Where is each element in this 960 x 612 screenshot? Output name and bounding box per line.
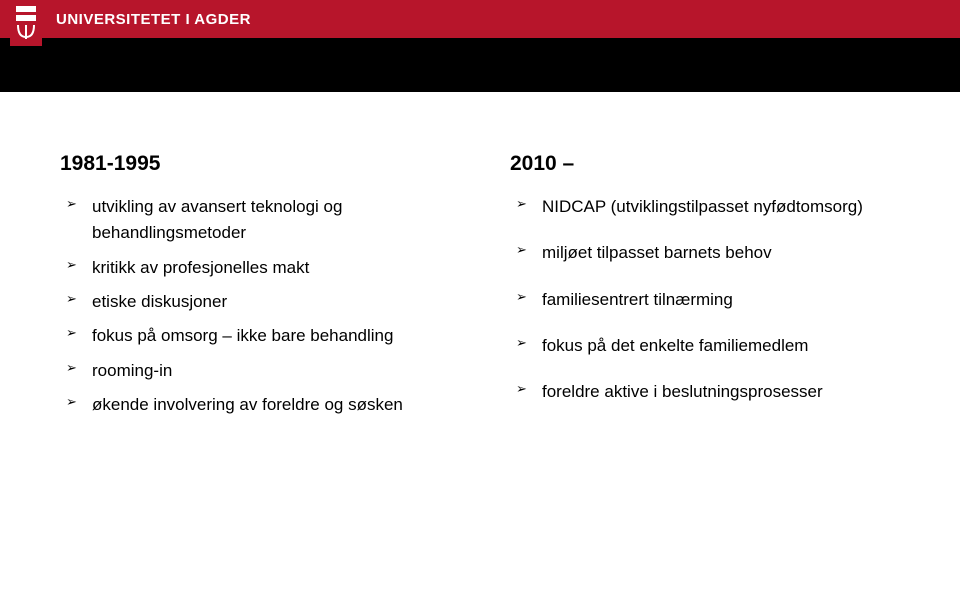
list-item: fokus på det enkelte familiemedlem xyxy=(528,333,900,359)
left-heading: 1981-1995 xyxy=(60,152,450,176)
university-name: UNIVERSITETET I AGDER xyxy=(56,11,251,28)
list-item: rooming-in xyxy=(78,358,450,384)
slide-content: 1981-1995 utvikling av avansert teknolog… xyxy=(0,92,960,426)
logo-icon xyxy=(13,3,39,43)
university-logo xyxy=(10,0,42,46)
list-item: økende involvering av foreldre og søsken xyxy=(78,392,450,418)
header-bar: UNIVERSITETET I AGDER xyxy=(0,0,960,38)
list-item: miljøet tilpasset barnets behov xyxy=(528,240,900,266)
list-item: familiesentrert tilnærming xyxy=(528,287,900,313)
right-column: 2010 – NIDCAP (utviklingstilpasset nyfød… xyxy=(510,152,900,426)
list-item: foreldre aktive i beslutningsprosesser xyxy=(528,379,900,405)
right-heading: 2010 – xyxy=(510,152,900,176)
list-item: etiske diskusjoner xyxy=(78,289,450,315)
title-bar xyxy=(0,38,960,92)
left-list: utvikling av avansert teknologi og behan… xyxy=(60,194,450,418)
list-item: utvikling av avansert teknologi og behan… xyxy=(78,194,450,247)
list-item: fokus på omsorg – ikke bare behandling xyxy=(78,323,450,349)
list-item: NIDCAP (utviklingstilpasset nyfødtomsorg… xyxy=(528,194,900,220)
list-item: kritikk av profesjonelles makt xyxy=(78,255,450,281)
left-column: 1981-1995 utvikling av avansert teknolog… xyxy=(60,152,450,426)
right-list: NIDCAP (utviklingstilpasset nyfødtomsorg… xyxy=(510,194,900,406)
